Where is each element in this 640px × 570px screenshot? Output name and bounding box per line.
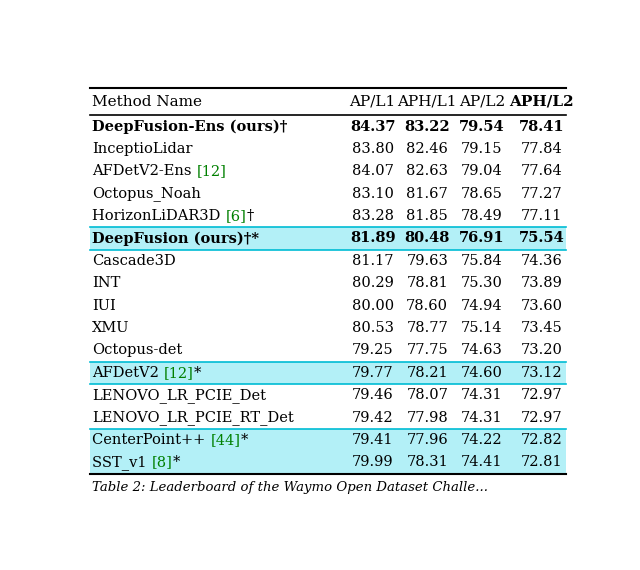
Text: 81.17: 81.17: [352, 254, 394, 268]
Text: 80.29: 80.29: [352, 276, 394, 290]
Text: 78.77: 78.77: [406, 321, 448, 335]
Text: 73.60: 73.60: [520, 299, 563, 312]
Text: 78.65: 78.65: [461, 187, 502, 201]
Text: 78.31: 78.31: [406, 455, 448, 469]
Text: 77.64: 77.64: [520, 164, 562, 178]
Text: *: *: [172, 455, 180, 469]
Text: 80.48: 80.48: [404, 231, 450, 246]
Bar: [90, 227, 566, 250]
Text: *: *: [240, 433, 248, 447]
Text: 74.41: 74.41: [461, 455, 502, 469]
Text: 75.84: 75.84: [461, 254, 502, 268]
Text: AP/L2: AP/L2: [459, 95, 505, 109]
Bar: [90, 429, 566, 451]
Text: 75.14: 75.14: [461, 321, 502, 335]
Text: LENOVO_LR_PCIE_Det: LENOVO_LR_PCIE_Det: [92, 388, 266, 402]
Text: 81.67: 81.67: [406, 187, 448, 201]
Text: SST_v1: SST_v1: [92, 455, 152, 470]
Text: 73.45: 73.45: [520, 321, 562, 335]
Text: 75.30: 75.30: [461, 276, 502, 290]
Text: 77.98: 77.98: [406, 410, 448, 425]
Text: LENOVO_LR_PCIE_RT_Det: LENOVO_LR_PCIE_RT_Det: [92, 410, 294, 425]
Text: CenterPoint++: CenterPoint++: [92, 433, 211, 447]
Text: 78.49: 78.49: [461, 209, 502, 223]
Text: APH/L1: APH/L1: [397, 95, 457, 109]
Text: DeepFusion (ours)†*: DeepFusion (ours)†*: [92, 231, 259, 246]
Text: 73.20: 73.20: [520, 343, 562, 357]
Text: 74.31: 74.31: [461, 410, 502, 425]
Text: 79.99: 79.99: [352, 455, 394, 469]
Text: InceptioLidar: InceptioLidar: [92, 142, 193, 156]
Text: 84.07: 84.07: [352, 164, 394, 178]
Text: 79.41: 79.41: [352, 433, 394, 447]
Text: INT: INT: [92, 276, 121, 290]
Text: 72.97: 72.97: [520, 388, 562, 402]
Text: [12]: [12]: [196, 164, 227, 178]
Text: 78.07: 78.07: [406, 388, 448, 402]
Text: 74.63: 74.63: [461, 343, 502, 357]
Text: 72.97: 72.97: [520, 410, 562, 425]
Text: 77.11: 77.11: [520, 209, 562, 223]
Text: 83.80: 83.80: [351, 142, 394, 156]
Text: 72.82: 72.82: [520, 433, 562, 447]
Text: 83.22: 83.22: [404, 120, 450, 133]
Text: 76.91: 76.91: [459, 231, 504, 246]
Text: 79.63: 79.63: [406, 254, 448, 268]
Text: 80.00: 80.00: [351, 299, 394, 312]
Text: 82.63: 82.63: [406, 164, 448, 178]
Text: Table 2: Leaderboard of the Waymo Open Dataset Challe...: Table 2: Leaderboard of the Waymo Open D…: [92, 482, 488, 495]
Text: Method Name: Method Name: [92, 95, 202, 109]
Text: AFDetV2-Ens: AFDetV2-Ens: [92, 164, 196, 178]
Text: 74.60: 74.60: [461, 366, 502, 380]
Text: AFDetV2: AFDetV2: [92, 366, 164, 380]
Text: 81.89: 81.89: [350, 231, 396, 246]
Text: [44]: [44]: [211, 433, 240, 447]
Text: 73.89: 73.89: [520, 276, 562, 290]
Text: 72.81: 72.81: [520, 455, 562, 469]
Text: [6]: [6]: [225, 209, 246, 223]
Text: 77.75: 77.75: [406, 343, 448, 357]
Text: IUI: IUI: [92, 299, 116, 312]
Text: 79.04: 79.04: [461, 164, 502, 178]
Text: 78.81: 78.81: [406, 276, 448, 290]
Text: 79.15: 79.15: [461, 142, 502, 156]
Text: *: *: [194, 366, 201, 380]
Text: 79.25: 79.25: [352, 343, 394, 357]
Text: 82.46: 82.46: [406, 142, 448, 156]
Text: Octopus-det: Octopus-det: [92, 343, 182, 357]
Text: AP/L1: AP/L1: [349, 95, 396, 109]
Text: 78.21: 78.21: [406, 366, 448, 380]
Text: 75.54: 75.54: [518, 231, 564, 246]
Text: 79.77: 79.77: [352, 366, 394, 380]
Bar: [90, 361, 566, 384]
Text: 83.10: 83.10: [352, 187, 394, 201]
Text: Cascade3D: Cascade3D: [92, 254, 176, 268]
Text: [12]: [12]: [164, 366, 194, 380]
Text: 79.54: 79.54: [459, 120, 504, 133]
Text: 79.42: 79.42: [352, 410, 394, 425]
Text: [8]: [8]: [152, 455, 172, 469]
Text: Octopus_Noah: Octopus_Noah: [92, 186, 201, 201]
Text: 78.41: 78.41: [518, 120, 564, 133]
Text: 81.85: 81.85: [406, 209, 448, 223]
Text: APH/L2: APH/L2: [509, 95, 573, 109]
Text: 74.94: 74.94: [461, 299, 502, 312]
Text: 77.96: 77.96: [406, 433, 448, 447]
Text: †: †: [246, 209, 253, 223]
Text: 74.31: 74.31: [461, 388, 502, 402]
Text: 73.12: 73.12: [520, 366, 562, 380]
Text: DeepFusion-Ens (ours)†: DeepFusion-Ens (ours)†: [92, 119, 288, 134]
Text: 74.22: 74.22: [461, 433, 502, 447]
Text: 78.60: 78.60: [406, 299, 448, 312]
Text: XMU: XMU: [92, 321, 130, 335]
Text: 80.53: 80.53: [351, 321, 394, 335]
Text: 83.28: 83.28: [351, 209, 394, 223]
Text: HorizonLiDAR3D: HorizonLiDAR3D: [92, 209, 225, 223]
Text: 79.46: 79.46: [352, 388, 394, 402]
Text: 84.37: 84.37: [350, 120, 396, 133]
Text: 74.36: 74.36: [520, 254, 562, 268]
Text: 77.27: 77.27: [520, 187, 562, 201]
Bar: [90, 451, 566, 474]
Text: 77.84: 77.84: [520, 142, 562, 156]
